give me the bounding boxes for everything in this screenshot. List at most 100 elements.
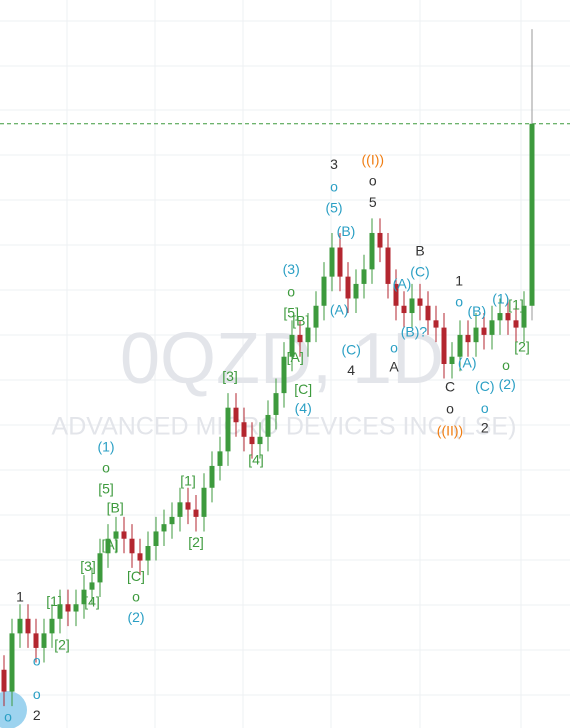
candle-body (73, 604, 79, 612)
wave-label: [A] (101, 537, 118, 553)
candle-body (337, 247, 343, 277)
candle-body (281, 356, 287, 394)
candle-body (481, 327, 487, 335)
wave-label: o (132, 588, 140, 604)
candle-body (289, 334, 295, 357)
candle-body (233, 407, 239, 423)
wave-label: o (455, 294, 463, 310)
wave-label: o (33, 686, 41, 702)
wave-label: 1 (16, 588, 24, 604)
wave-label: [1] (180, 473, 196, 489)
candle-body (329, 247, 335, 277)
wave-label: [A] (287, 349, 304, 365)
wave-label: (C) (341, 342, 360, 358)
candle-body (25, 618, 31, 634)
candle-body (185, 502, 191, 510)
candle-body (393, 283, 399, 306)
wave-label: 5 (369, 194, 377, 210)
wave-label: (C) (475, 378, 494, 394)
wave-label: 1 (455, 272, 463, 288)
wave-label: 2 (481, 419, 489, 435)
candle-body (33, 633, 39, 648)
candle-body (41, 633, 47, 648)
candle-body (345, 276, 351, 299)
candle-body (57, 604, 63, 619)
wave-label: [C] (127, 568, 145, 584)
wave-label: [2] (514, 339, 530, 355)
candle-body (65, 604, 71, 612)
candle-body (169, 516, 175, 525)
candle-body (457, 334, 463, 357)
candle-body (249, 436, 255, 445)
candle-body (105, 538, 111, 554)
wave-label: [5] (283, 304, 299, 320)
candle-body (217, 451, 223, 466)
candle-body (361, 269, 367, 284)
candles (0, 29, 570, 707)
wave-label: (A) (393, 275, 412, 291)
candle-body (265, 414, 271, 437)
wave-label: (1) (492, 291, 509, 307)
wave-label: (2) (127, 609, 144, 625)
candle-body (409, 298, 415, 314)
wave-label: 4 (347, 362, 355, 378)
wave-label: (B)? (401, 323, 428, 339)
candle-body (89, 582, 95, 590)
candle-body (529, 123, 535, 306)
candle-body (1, 669, 7, 692)
candle-body (449, 356, 455, 364)
wave-label: o (446, 401, 454, 417)
candle-body (9, 633, 15, 692)
candle-body (201, 487, 207, 517)
wave-label: o (481, 400, 489, 416)
wave-label: [1] (46, 593, 62, 609)
wave-label: [B] (107, 500, 124, 516)
candle-body (97, 553, 103, 583)
wave-label: [2] (188, 534, 204, 550)
wave-label: ((I)) (362, 152, 385, 168)
candle-body (305, 327, 311, 343)
wave-label: [B] (292, 312, 309, 328)
wave-label: [5] (98, 481, 114, 497)
candle-body (489, 320, 495, 335)
candle-body (113, 531, 119, 539)
candle-body (145, 546, 151, 561)
wave-label: [3] (80, 558, 96, 574)
wave-label: [4] (248, 452, 264, 468)
wave-label: [1] (508, 296, 524, 312)
candle-body (177, 502, 183, 517)
candle-body (225, 407, 231, 452)
candle-body (465, 334, 471, 343)
wave-label: A (389, 358, 399, 374)
wave-label: o (287, 283, 295, 299)
wave-label: (2) (499, 376, 516, 392)
candle-body (209, 465, 215, 488)
candle-body (257, 436, 263, 445)
candle-body (297, 334, 303, 343)
candle-body (17, 618, 23, 634)
wave-label: o (33, 652, 41, 668)
wave-label: B (415, 243, 424, 259)
candle-body (81, 589, 87, 605)
candle-body (137, 553, 143, 561)
candle-body (377, 232, 383, 248)
candle-body (129, 538, 135, 554)
candle-body (313, 305, 319, 328)
candle-body (425, 305, 431, 321)
wave-label: ((II)) (437, 422, 463, 438)
wave-label: o (369, 173, 377, 189)
cursor-highlight (0, 691, 27, 728)
wave-label: [4] (84, 593, 100, 609)
candle-body (353, 283, 359, 299)
candle-body (441, 327, 447, 364)
candle-body (273, 393, 279, 415)
wave-label: (A) (458, 355, 477, 371)
wave-label: [C] (294, 381, 312, 397)
wave-label: o (4, 709, 12, 725)
wave-label: 3 (330, 156, 338, 172)
wave-label: [3] (222, 368, 238, 384)
candle-body (369, 232, 375, 270)
wave-label: 2 (33, 707, 41, 723)
